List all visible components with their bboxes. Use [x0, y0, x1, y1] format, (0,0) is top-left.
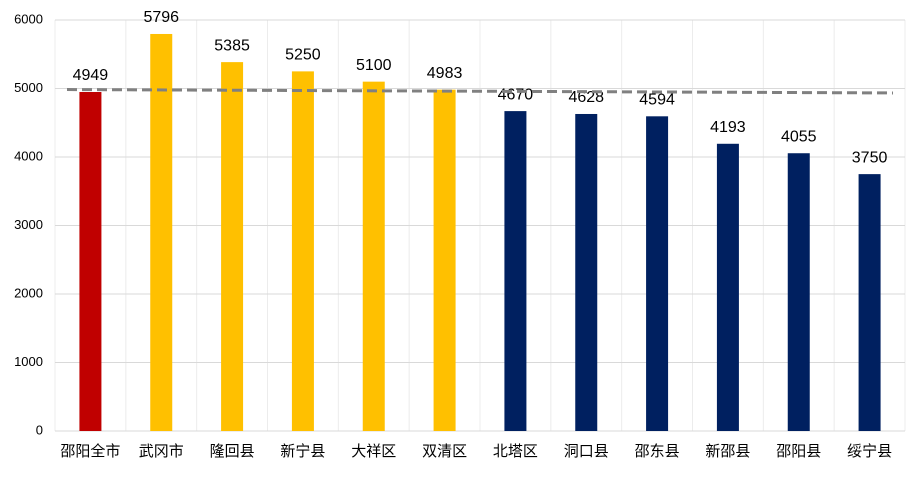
bar	[716, 143, 739, 432]
data-label: 5250	[285, 47, 321, 64]
y-tick-label: 3000	[14, 217, 43, 232]
bar	[575, 113, 598, 432]
x-tick-label: 邵阳县	[776, 443, 821, 460]
data-label: 5100	[356, 57, 392, 74]
bar	[787, 153, 810, 432]
x-tick-label: 洞口县	[564, 443, 609, 460]
x-tick-label: 隆回县	[210, 443, 255, 460]
bar	[504, 111, 527, 431]
x-tick-label: 新宁县	[280, 443, 325, 460]
bar	[150, 33, 173, 431]
trend-line	[66, 88, 894, 95]
x-tick-label: 绥宁县	[847, 443, 892, 460]
x-tick-label: 武冈市	[139, 443, 184, 460]
bar	[362, 81, 385, 432]
y-tick-label: 4000	[14, 148, 43, 163]
x-tick-label: 新邵县	[705, 443, 750, 460]
data-label: 4628	[568, 89, 604, 106]
bar	[291, 71, 314, 431]
data-label: 4949	[73, 67, 109, 84]
y-tick-label: 1000	[14, 354, 43, 369]
y-tick-label: 6000	[14, 11, 43, 26]
data-label: 4594	[639, 92, 675, 109]
x-tick-label: 大祥区	[351, 443, 396, 460]
data-label: 4055	[781, 128, 817, 145]
x-tick-label: 邵东县	[635, 443, 680, 460]
bar	[221, 62, 244, 431]
data-label: 4670	[498, 86, 534, 103]
bar	[79, 91, 102, 431]
data-label: 4193	[710, 119, 746, 136]
bar	[858, 174, 881, 431]
x-tick-label: 双清区	[422, 443, 467, 460]
y-tick-label: 0	[36, 422, 43, 437]
x-tick-label: 北塔区	[493, 443, 538, 460]
data-label: 4983	[427, 65, 463, 82]
y-tick-label: 2000	[14, 285, 43, 300]
data-label: 3750	[852, 149, 888, 166]
bar	[433, 89, 456, 432]
data-label: 5796	[143, 9, 179, 26]
x-tick-label: 邵阳全市	[60, 442, 120, 460]
bar	[646, 116, 669, 431]
data-label: 5385	[214, 37, 250, 54]
y-tick-label: 5000	[14, 80, 43, 95]
